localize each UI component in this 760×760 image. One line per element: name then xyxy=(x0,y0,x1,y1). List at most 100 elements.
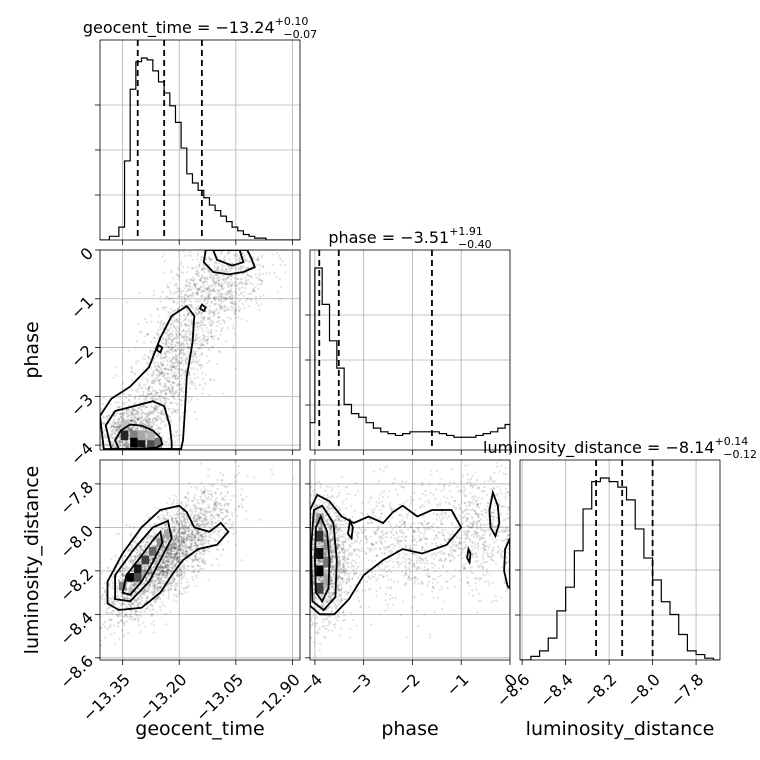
scatter-point xyxy=(175,552,178,555)
scatter-point xyxy=(176,560,179,563)
scatter-point xyxy=(115,451,117,453)
scatter-point xyxy=(119,412,122,416)
scatter-point xyxy=(153,366,157,369)
scatter-point xyxy=(212,289,215,292)
scatter-point xyxy=(116,586,119,589)
scatter-point xyxy=(118,424,121,427)
scatter-point xyxy=(118,418,121,421)
scatter-point xyxy=(110,465,112,467)
scatter-point xyxy=(161,362,164,365)
scatter-point xyxy=(162,579,166,583)
scatter-point xyxy=(176,539,179,542)
scatter-point xyxy=(161,562,164,565)
scatter-point xyxy=(136,455,138,457)
scatter-point xyxy=(223,236,225,238)
scatter-point xyxy=(180,356,183,359)
scatter-point xyxy=(132,414,135,417)
scatter-point xyxy=(148,410,152,413)
scatter-point xyxy=(133,372,136,375)
scatter-point xyxy=(133,452,135,454)
scatter-point xyxy=(139,560,142,563)
scatter-point xyxy=(217,268,220,272)
scatter-point xyxy=(174,367,177,370)
scatter-point xyxy=(136,465,138,467)
scatter-point xyxy=(159,399,162,402)
scatter-point xyxy=(238,288,241,291)
scatter-point xyxy=(165,402,168,405)
scatter-point xyxy=(177,334,180,337)
scatter-point xyxy=(173,547,176,550)
scatter-point xyxy=(203,298,206,301)
scatter-point xyxy=(193,411,197,414)
scatter-point xyxy=(216,312,220,315)
scatter-point xyxy=(105,467,107,469)
scatter-point xyxy=(124,441,128,444)
scatter-point xyxy=(139,552,142,555)
scatter-point xyxy=(164,337,167,340)
scatter-point xyxy=(178,528,182,531)
scatter-point xyxy=(193,528,196,531)
scatter-point xyxy=(244,279,247,282)
scatter-point xyxy=(196,361,199,364)
scatter-point xyxy=(168,408,171,411)
scatter-point xyxy=(162,371,165,374)
scatter-point xyxy=(208,305,212,308)
scatter-point xyxy=(216,533,219,536)
scatter-point xyxy=(192,350,195,353)
scatter-point xyxy=(142,423,145,426)
scatter-point xyxy=(156,331,159,334)
scatter-point xyxy=(219,295,223,298)
scatter-point xyxy=(142,570,145,573)
scatter-point xyxy=(179,388,182,391)
scatter-point xyxy=(142,428,145,431)
scatter-point xyxy=(158,518,161,521)
scatter-point xyxy=(138,450,140,452)
scatter-point xyxy=(168,545,171,548)
scatter-point xyxy=(165,563,168,566)
scatter-point xyxy=(164,524,167,527)
scatter-point xyxy=(218,514,221,517)
scatter-point xyxy=(226,271,230,274)
scatter-point xyxy=(109,403,112,406)
scatter-point xyxy=(140,412,143,415)
scatter-point xyxy=(164,423,167,426)
scatter-point xyxy=(156,353,160,357)
scatter-point xyxy=(160,390,163,393)
scatter-point xyxy=(198,516,201,520)
scatter-point xyxy=(114,431,117,434)
scatter-point xyxy=(201,560,204,563)
scatter-point xyxy=(188,298,191,301)
scatter-point xyxy=(176,520,179,524)
panel-frame xyxy=(99,39,301,241)
scatter-point xyxy=(191,360,194,363)
scatter-point xyxy=(210,520,213,523)
scatter-point xyxy=(132,477,134,479)
scatter-point xyxy=(278,278,281,281)
scatter-point xyxy=(176,411,179,414)
scatter-point xyxy=(195,312,198,315)
scatter-point xyxy=(110,558,113,561)
scatter-point xyxy=(189,342,192,345)
scatter-point xyxy=(219,508,223,511)
scatter-point xyxy=(177,364,180,367)
scatter-point xyxy=(171,370,174,373)
scatter-point xyxy=(144,419,147,422)
scatter-point xyxy=(110,452,112,454)
scatter-point xyxy=(96,435,98,437)
scatter-point xyxy=(189,314,192,317)
scatter-point xyxy=(130,452,132,454)
scatter-point xyxy=(249,298,252,301)
scatter-point xyxy=(202,335,205,338)
scatter-point xyxy=(201,256,204,259)
scatter-point xyxy=(247,305,250,308)
scatter-point xyxy=(135,583,138,586)
scatter-point xyxy=(174,563,177,566)
scatter-point xyxy=(167,336,170,339)
scatter-point xyxy=(166,501,169,505)
scatter-point xyxy=(136,596,139,600)
scatter-point xyxy=(176,361,179,364)
scatter-point xyxy=(227,281,230,284)
scatter-point xyxy=(176,547,179,550)
scatter-point xyxy=(153,290,156,293)
scatter-point xyxy=(113,418,116,421)
